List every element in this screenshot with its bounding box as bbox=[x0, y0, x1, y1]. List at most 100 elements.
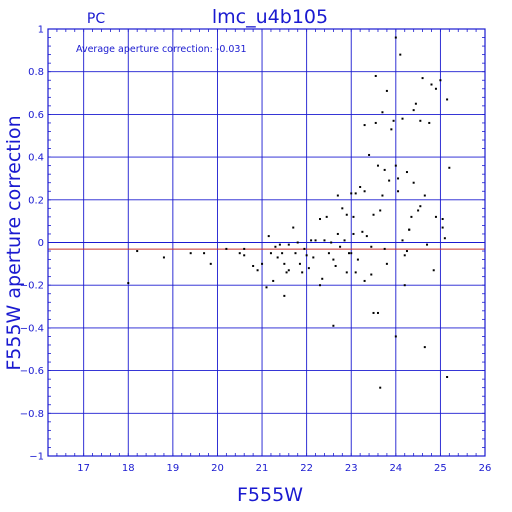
data-point bbox=[426, 243, 429, 246]
data-point bbox=[267, 235, 270, 238]
data-point bbox=[336, 232, 339, 235]
data-point bbox=[238, 252, 241, 255]
data-point bbox=[376, 164, 379, 167]
data-point bbox=[283, 294, 286, 297]
data-point bbox=[321, 277, 324, 280]
data-point bbox=[243, 247, 246, 250]
y-axis-label: F555W aperture correction bbox=[3, 115, 25, 370]
data-point bbox=[345, 213, 348, 216]
y-tick-label: 0.4 bbox=[28, 153, 44, 164]
data-point bbox=[363, 279, 366, 282]
data-point bbox=[412, 181, 415, 184]
data-point bbox=[330, 241, 333, 244]
data-point bbox=[399, 53, 402, 56]
data-point bbox=[272, 279, 275, 282]
data-point bbox=[327, 252, 330, 255]
y-tick-label: 0.2 bbox=[28, 195, 44, 206]
data-point bbox=[441, 218, 444, 221]
y-tick-label: −0.2 bbox=[20, 281, 44, 292]
data-point bbox=[269, 252, 272, 255]
data-point bbox=[334, 264, 337, 267]
plot-frame bbox=[47, 28, 486, 457]
data-point bbox=[354, 192, 357, 195]
data-point bbox=[394, 36, 397, 39]
data-point bbox=[303, 247, 306, 250]
data-point bbox=[274, 245, 277, 248]
data-point bbox=[397, 177, 400, 180]
data-point bbox=[448, 166, 451, 169]
data-point bbox=[401, 117, 404, 120]
data-point bbox=[310, 239, 313, 242]
data-point bbox=[352, 215, 355, 218]
x-tick-label: 17 bbox=[77, 463, 90, 474]
data-point bbox=[365, 235, 368, 238]
data-point bbox=[189, 252, 192, 255]
data-points bbox=[127, 36, 451, 389]
data-point bbox=[372, 213, 375, 216]
data-point bbox=[376, 311, 379, 314]
data-point bbox=[381, 111, 384, 114]
data-point bbox=[278, 243, 281, 246]
data-point bbox=[292, 226, 295, 229]
data-point bbox=[434, 215, 437, 218]
y-tick-label: 0.6 bbox=[28, 110, 44, 121]
data-point bbox=[374, 74, 377, 77]
data-point bbox=[319, 218, 322, 221]
data-point bbox=[354, 271, 357, 274]
y-tick-label: 1 bbox=[38, 25, 44, 36]
data-point bbox=[356, 258, 359, 261]
data-point bbox=[394, 164, 397, 167]
data-point bbox=[374, 121, 377, 124]
x-tick-label: 25 bbox=[434, 463, 447, 474]
data-point bbox=[332, 258, 335, 261]
x-axis-label: F555W bbox=[237, 484, 303, 506]
data-point bbox=[265, 286, 268, 289]
data-point bbox=[414, 102, 417, 105]
x-tick-label: 22 bbox=[300, 463, 313, 474]
data-point bbox=[446, 98, 449, 101]
average-correction-note: Average aperture correction: -0.031 bbox=[76, 44, 247, 55]
data-point bbox=[283, 262, 286, 265]
data-point bbox=[385, 262, 388, 265]
y-tick-label: 0.8 bbox=[28, 67, 44, 78]
data-point bbox=[412, 109, 415, 112]
data-point bbox=[428, 121, 431, 124]
data-point bbox=[319, 284, 322, 287]
data-point bbox=[336, 194, 339, 197]
data-point bbox=[432, 269, 435, 272]
data-point bbox=[385, 89, 388, 92]
data-point bbox=[394, 335, 397, 338]
y-tick-label: −1 bbox=[29, 452, 44, 463]
y-tick-label: 0 bbox=[38, 238, 44, 249]
data-point bbox=[287, 269, 290, 272]
data-point bbox=[421, 77, 424, 80]
data-point bbox=[281, 252, 284, 255]
data-point bbox=[285, 271, 288, 274]
data-point bbox=[363, 124, 366, 127]
chart-subtitle: PC bbox=[87, 11, 105, 27]
data-point bbox=[243, 254, 246, 257]
data-point bbox=[203, 252, 206, 255]
data-point bbox=[388, 179, 391, 182]
data-point bbox=[352, 232, 355, 235]
data-point bbox=[392, 119, 395, 122]
data-point bbox=[441, 226, 444, 229]
data-point bbox=[401, 239, 404, 242]
data-point bbox=[276, 256, 279, 259]
y-tick-label: −0.6 bbox=[20, 366, 44, 377]
data-point bbox=[252, 264, 255, 267]
data-point bbox=[162, 256, 165, 259]
data-point bbox=[403, 254, 406, 257]
data-point bbox=[347, 252, 350, 255]
data-point bbox=[339, 245, 342, 248]
data-point bbox=[305, 254, 308, 257]
data-point bbox=[359, 185, 362, 188]
data-point bbox=[298, 262, 301, 265]
data-point bbox=[390, 128, 393, 131]
data-point bbox=[287, 243, 290, 246]
data-point bbox=[439, 79, 442, 82]
data-point bbox=[423, 346, 426, 349]
data-point bbox=[370, 273, 373, 276]
x-tick-label: 19 bbox=[166, 463, 179, 474]
